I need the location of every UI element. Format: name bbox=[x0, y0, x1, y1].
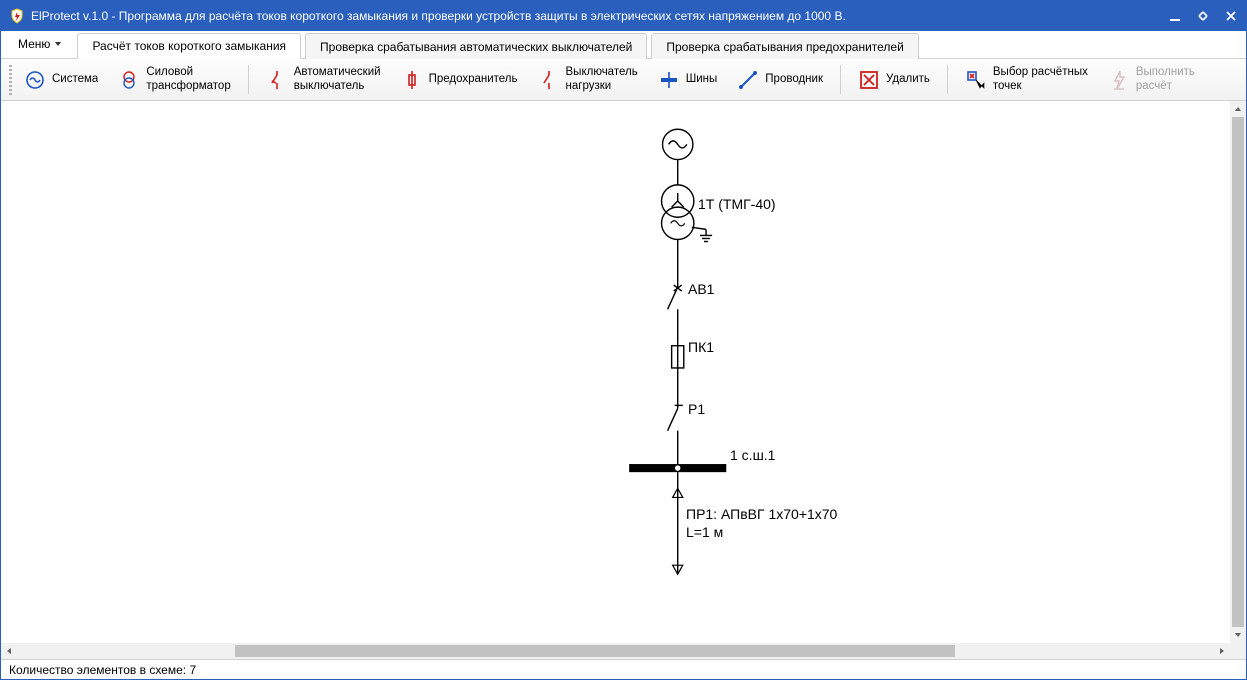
toolbar: Система Силовой трансформатор Автоматиче… bbox=[1, 59, 1246, 101]
scroll-thumb[interactable] bbox=[1232, 117, 1244, 627]
tab-breakers-check[interactable]: Проверка срабатывания автоматических вык… bbox=[305, 33, 647, 59]
label-cable-2: L=1 м bbox=[686, 524, 723, 540]
maximize-button[interactable] bbox=[1196, 9, 1210, 23]
tool-breaker[interactable]: Автоматический выключатель bbox=[257, 63, 390, 95]
tool-run-calc: Выполнить расчёт bbox=[1099, 63, 1204, 95]
run-calc-icon bbox=[1108, 69, 1130, 91]
tool-label: Удалить bbox=[886, 73, 930, 86]
titlebar: ElProtect v.1.0 - Программа для расчёта … bbox=[1, 1, 1246, 31]
label-transformer: 1Т (ТМГ-40) bbox=[698, 196, 776, 212]
menubar: Меню Расчёт токов короткого замыкания Пр… bbox=[1, 31, 1246, 59]
single-line-diagram bbox=[1, 101, 1230, 643]
tab-short-circuit[interactable]: Расчёт токов короткого замыкания bbox=[77, 33, 301, 59]
minimize-button[interactable] bbox=[1168, 9, 1182, 23]
menu-label: Меню bbox=[18, 37, 50, 51]
window-title: ElProtect v.1.0 - Программа для расчёта … bbox=[31, 9, 1168, 23]
scroll-thumb[interactable] bbox=[235, 645, 955, 657]
vertical-scrollbar[interactable] bbox=[1230, 101, 1246, 643]
tab-label: Расчёт токов короткого замыкания bbox=[92, 39, 286, 53]
scroll-corner bbox=[1230, 643, 1246, 659]
load-switch-icon bbox=[538, 69, 560, 91]
label-bus: 1 с.ш.1 bbox=[730, 447, 775, 463]
system-icon bbox=[24, 69, 46, 91]
toolbar-handle[interactable] bbox=[7, 61, 13, 98]
tool-bus[interactable]: Шины bbox=[649, 66, 727, 94]
tool-system[interactable]: Система bbox=[15, 66, 107, 94]
horizontal-scrollbar[interactable] bbox=[1, 643, 1230, 659]
tool-conductor[interactable]: Проводник bbox=[728, 66, 832, 94]
bus-icon bbox=[658, 69, 680, 91]
label-switch: Р1 bbox=[688, 401, 705, 417]
diagram-canvas[interactable]: 1Т (ТМГ-40) АВ1 ПК1 Р1 1 с.ш.1 ПР1: АПвВ… bbox=[1, 101, 1230, 643]
label-fuse: ПК1 bbox=[688, 339, 714, 355]
conductor-icon bbox=[737, 69, 759, 91]
scroll-up-button[interactable] bbox=[1230, 101, 1246, 117]
tool-fuse[interactable]: Предохранитель bbox=[392, 66, 527, 94]
statusbar: Количество элементов в схеме: 7 bbox=[1, 659, 1246, 679]
tool-label: Система bbox=[52, 73, 98, 86]
fuse-icon bbox=[401, 69, 423, 91]
scroll-left-button[interactable] bbox=[1, 643, 17, 659]
scroll-down-button[interactable] bbox=[1230, 627, 1246, 643]
tool-label: Выключатель нагрузки bbox=[566, 66, 638, 92]
tab-label: Проверка срабатывания автоматических вык… bbox=[320, 40, 632, 54]
tool-label: Предохранитель bbox=[429, 73, 518, 86]
tool-label: Шины bbox=[686, 73, 718, 86]
menu-button[interactable]: Меню bbox=[7, 32, 73, 56]
app-icon bbox=[9, 8, 25, 24]
breaker-icon bbox=[266, 69, 288, 91]
tool-label: Выбор расчётных точек bbox=[993, 66, 1088, 92]
label-cable-1: ПР1: АПвВГ 1х70+1х70 bbox=[686, 506, 837, 522]
tool-label: Выполнить расчёт bbox=[1136, 66, 1195, 92]
canvas-area: 1Т (ТМГ-40) АВ1 ПК1 Р1 1 с.ш.1 ПР1: АПвВ… bbox=[1, 101, 1246, 659]
scroll-track[interactable] bbox=[1230, 117, 1246, 627]
tool-load-switch[interactable]: Выключатель нагрузки bbox=[529, 63, 647, 95]
label-breaker: АВ1 bbox=[688, 281, 714, 297]
tool-calc-points[interactable]: Выбор расчётных точек bbox=[956, 63, 1097, 95]
tab-label: Проверка срабатывания предохранителей bbox=[666, 40, 903, 54]
calc-points-icon bbox=[965, 69, 987, 91]
tool-label: Проводник bbox=[765, 73, 823, 86]
status-text: Количество элементов в схеме: 7 bbox=[9, 663, 196, 677]
tool-label: Автоматический выключатель bbox=[294, 66, 381, 92]
close-button[interactable] bbox=[1224, 9, 1238, 23]
tool-transformer[interactable]: Силовой трансформатор bbox=[109, 63, 239, 95]
scroll-right-button[interactable] bbox=[1214, 643, 1230, 659]
delete-icon bbox=[858, 69, 880, 91]
chevron-down-icon bbox=[54, 40, 62, 48]
transformer-icon bbox=[118, 69, 140, 91]
scroll-track[interactable] bbox=[17, 643, 1214, 659]
tool-label: Силовой трансформатор bbox=[146, 66, 230, 92]
tab-fuses-check[interactable]: Проверка срабатывания предохранителей bbox=[651, 33, 918, 59]
tool-delete[interactable]: Удалить bbox=[849, 66, 939, 94]
